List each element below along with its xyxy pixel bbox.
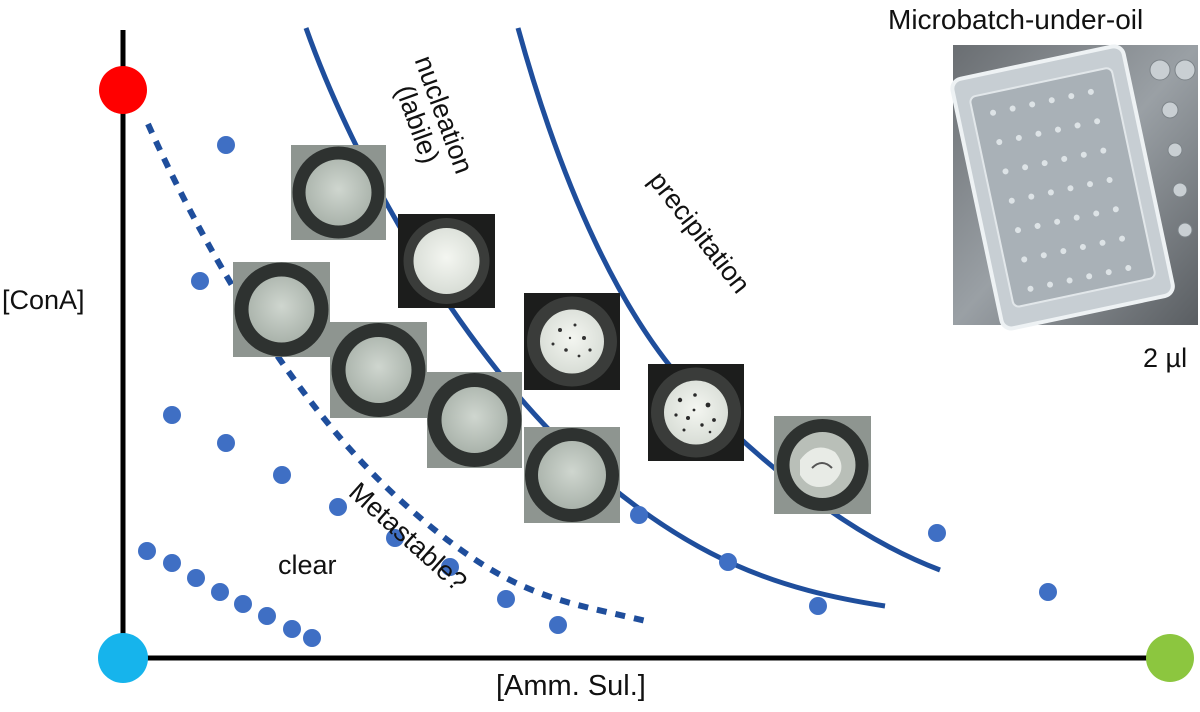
- clear-region-label: clear: [278, 550, 337, 580]
- y-axis-label: [ConA]: [2, 285, 85, 315]
- point: [138, 542, 156, 560]
- point: [163, 554, 181, 572]
- protein-stock-marker: [99, 66, 147, 114]
- point: [386, 529, 404, 547]
- point: [211, 583, 229, 601]
- drop-image-crystals: [524, 293, 620, 390]
- drop-image-clear: [291, 145, 386, 240]
- point: [303, 629, 321, 647]
- x-axis-label: [Amm. Sul.]: [496, 670, 646, 702]
- origin-marker: [98, 633, 148, 683]
- point: [187, 569, 205, 587]
- drop-image-precipitate: [774, 416, 871, 514]
- drop-image-clear: [427, 372, 522, 468]
- experiment-points: [138, 136, 1057, 647]
- metastable-boundary: [145, 122, 651, 625]
- point: [809, 597, 827, 615]
- point: [273, 466, 291, 484]
- point: [630, 506, 648, 524]
- point: [497, 590, 515, 608]
- point: [329, 498, 347, 516]
- point: [217, 434, 235, 452]
- point: [441, 558, 459, 576]
- point: [928, 524, 946, 542]
- point: [258, 607, 276, 625]
- drop-image-clear: [524, 427, 620, 523]
- point: [283, 620, 301, 638]
- drop-image-bright: [398, 214, 495, 308]
- drop-volume-label: 2 µl: [1143, 343, 1188, 373]
- point: [217, 136, 235, 154]
- point: [234, 595, 252, 613]
- point: [163, 406, 181, 424]
- plate-photo: [950, 44, 1198, 331]
- drop-image-clear: [233, 262, 330, 357]
- point: [549, 616, 567, 634]
- drop-image-clear: [330, 322, 427, 418]
- point: [191, 272, 209, 290]
- point: [1039, 583, 1057, 601]
- salt-stock-marker: [1146, 634, 1194, 682]
- drop-image-crystals: [648, 364, 744, 461]
- plate-title: Microbatch-under-oil: [888, 4, 1144, 35]
- point: [719, 553, 737, 571]
